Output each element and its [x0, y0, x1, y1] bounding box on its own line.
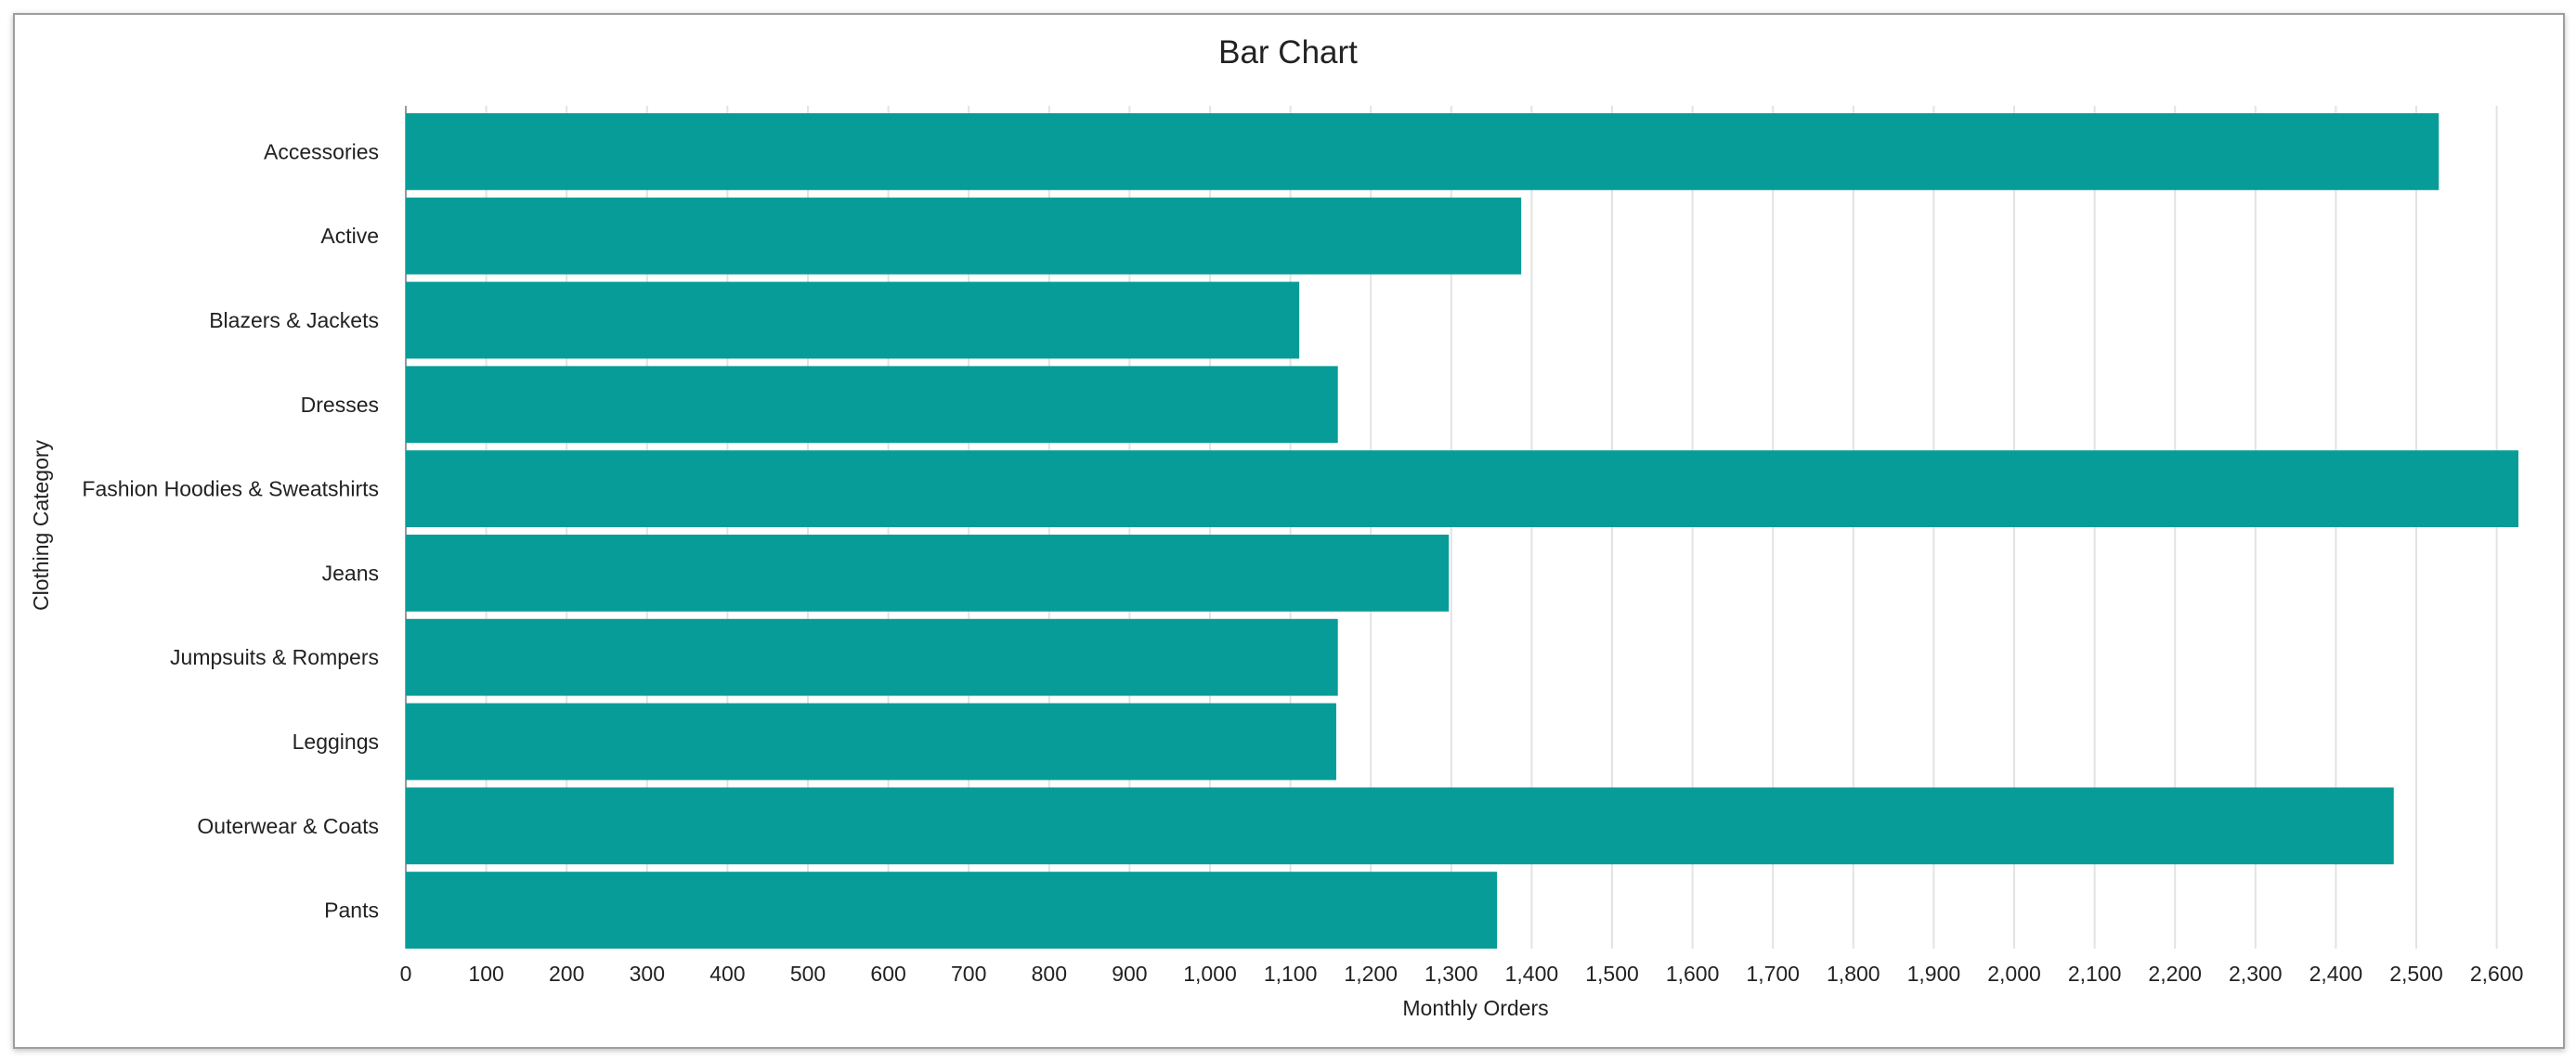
x-tick-label: 200: [549, 962, 584, 986]
x-tick-label: 1,900: [1907, 962, 1961, 986]
y-tick-label: Fashion Hoodies & Sweatshirts: [82, 477, 379, 501]
x-tick-label: 1,400: [1505, 962, 1559, 986]
y-tick-labels: Accessories Active Blazers & Jackets Dresse…: [82, 139, 379, 922]
y-tick-label: Jeans: [322, 561, 379, 585]
x-tick-label: 0: [400, 962, 412, 986]
bar: [406, 197, 1522, 275]
x-tick-label: 1,300: [1425, 962, 1478, 986]
x-tick-label: 300: [630, 962, 665, 986]
x-tick-labels: 0 100 200 300 400 500 600 700 800 900 1,000 1,100 1,…: [400, 962, 2524, 986]
y-tick-label: Leggings: [293, 730, 379, 754]
x-tick-label: 2,100: [2068, 962, 2122, 986]
y-tick-label: Jumpsuits & Rompers: [170, 645, 379, 669]
x-tick-label: 1,200: [1344, 962, 1398, 986]
bar: [406, 366, 1338, 444]
bar: [406, 618, 1338, 696]
chart-title: Bar Chart: [1218, 34, 1358, 71]
bar: [406, 281, 1300, 359]
x-tick-label: 100: [468, 962, 503, 986]
x-tick-label: 1,700: [1746, 962, 1800, 986]
x-tick-label: 1,000: [1183, 962, 1237, 986]
x-tick-label: 1,800: [1827, 962, 1880, 986]
x-tick-label: 800: [1032, 962, 1067, 986]
y-tick-label: Active: [320, 224, 379, 248]
x-tick-label: 1,100: [1264, 962, 1318, 986]
y-tick-label: Dresses: [301, 393, 379, 417]
y-axis-label: Clothing Category: [29, 439, 53, 611]
x-tick-label: 1,500: [1585, 962, 1639, 986]
bar: [406, 787, 2394, 865]
x-tick-label: 500: [790, 962, 826, 986]
x-tick-label: 900: [1112, 962, 1147, 986]
bar: [406, 872, 1498, 949]
x-tick-label: 1,600: [1666, 962, 1720, 986]
y-tick-label: Accessories: [264, 139, 379, 163]
bars: [406, 113, 2518, 949]
x-tick-label: 2,400: [2309, 962, 2363, 986]
y-tick-label: Pants: [324, 898, 379, 923]
bar: [406, 535, 1450, 612]
x-tick-label: 700: [951, 962, 986, 986]
x-tick-label: 2,300: [2229, 962, 2283, 986]
x-tick-label: 600: [870, 962, 905, 986]
x-tick-label: 2,200: [2148, 962, 2202, 986]
x-axis-label: Monthly Orders: [1402, 996, 1548, 1020]
x-tick-label: 400: [709, 962, 745, 986]
bar: [406, 450, 2518, 527]
x-tick-label: 2,000: [1987, 962, 2041, 986]
x-tick-label: 2,600: [2470, 962, 2524, 986]
y-tick-label: Blazers & Jackets: [209, 308, 379, 332]
bar: [406, 113, 2439, 190]
bar: [406, 703, 1336, 781]
y-tick-label: Outerwear & Coats: [197, 814, 379, 838]
x-tick-label: 2,500: [2389, 962, 2443, 986]
